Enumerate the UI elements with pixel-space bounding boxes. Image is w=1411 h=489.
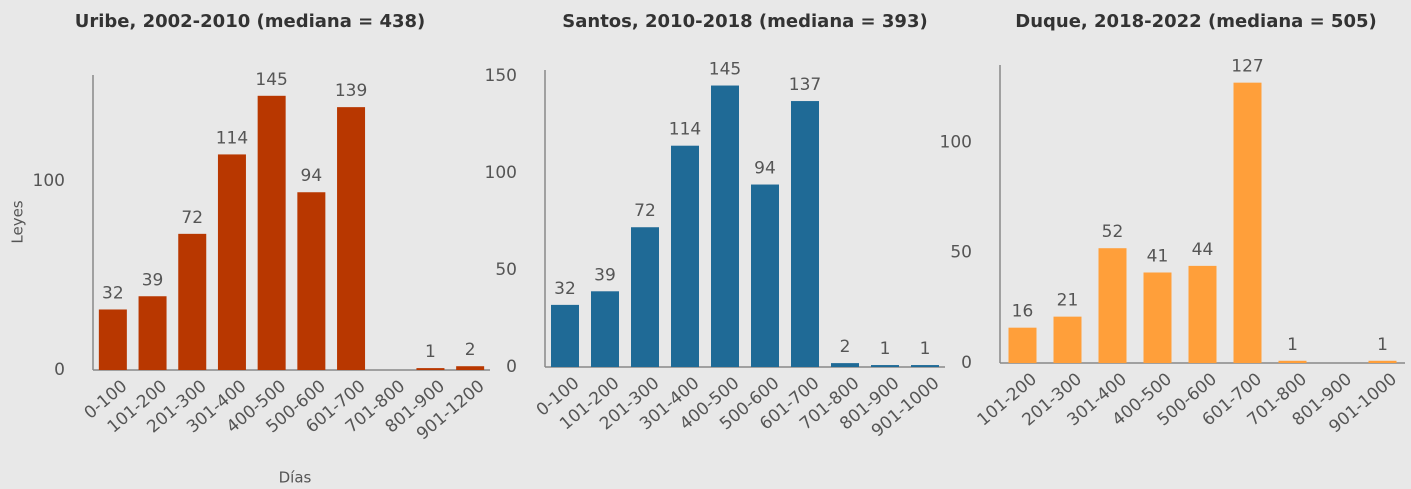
y-tick-label: 0 [961, 353, 972, 373]
bar [671, 145, 699, 367]
y-tick-label: 50 [950, 243, 972, 263]
bar [1098, 248, 1127, 363]
bar [1008, 327, 1037, 363]
data-label: 139 [335, 81, 367, 101]
bar [217, 154, 246, 370]
data-label: 137 [789, 75, 821, 95]
data-label: 52 [1102, 222, 1124, 242]
data-label: 32 [102, 283, 124, 303]
data-label: 1 [425, 342, 436, 362]
data-label: 1 [880, 339, 891, 359]
data-label: 72 [181, 208, 203, 228]
bar [416, 368, 445, 370]
bar [1053, 316, 1082, 363]
bar [551, 304, 579, 367]
data-label: 32 [554, 279, 576, 299]
y-tick-label: 50 [495, 260, 517, 280]
data-label: 16 [1012, 302, 1034, 322]
y-tick-label: 100 [485, 163, 517, 183]
chart-title: Uribe, 2002-2010 (mediana = 438) [75, 11, 426, 32]
bar [791, 101, 819, 367]
data-label: 114 [669, 120, 701, 140]
y-axis-label: Leyes [9, 200, 27, 243]
data-label: 1 [920, 339, 931, 359]
data-label: 94 [754, 159, 776, 179]
data-label: 127 [1231, 57, 1263, 77]
data-label: 39 [142, 270, 164, 290]
y-tick-label: 0 [54, 360, 65, 380]
data-label: 1 [1377, 335, 1388, 355]
bar [98, 309, 127, 370]
bar [751, 184, 779, 367]
data-label: 41 [1147, 246, 1169, 266]
bar [711, 85, 739, 367]
data-label: 21 [1057, 291, 1079, 311]
bar [1188, 265, 1217, 363]
data-label: 39 [594, 265, 616, 285]
bar [297, 192, 326, 370]
data-label: 44 [1192, 240, 1214, 260]
bar [257, 95, 286, 371]
data-label: 2 [840, 337, 851, 357]
bar [1278, 360, 1307, 363]
chart-title: Santos, 2010-2018 (mediana = 393) [562, 11, 927, 32]
data-label: 94 [301, 166, 323, 186]
y-tick-label: 150 [485, 66, 517, 86]
data-label: 2 [465, 340, 476, 360]
y-tick-label: 100 [33, 171, 65, 191]
x-axis-label: Días [279, 469, 312, 487]
data-label: 72 [634, 201, 656, 221]
data-label: 145 [709, 60, 741, 80]
bar [871, 365, 899, 367]
bar [911, 365, 939, 367]
bar [1143, 272, 1172, 363]
bar [1233, 82, 1262, 364]
data-label: 1 [1287, 335, 1298, 355]
bar [1368, 360, 1397, 363]
chart-title: Duque, 2018-2022 (mediana = 505) [1015, 11, 1376, 32]
y-tick-label: 0 [506, 357, 517, 377]
bar [831, 363, 859, 367]
bar [178, 233, 207, 370]
data-label: 145 [255, 70, 287, 90]
data-label: 114 [216, 128, 248, 148]
bar [138, 296, 167, 370]
bar [456, 366, 485, 370]
y-tick-label: 100 [940, 132, 972, 152]
bar [631, 227, 659, 367]
bar [337, 107, 366, 371]
bar [591, 291, 619, 367]
